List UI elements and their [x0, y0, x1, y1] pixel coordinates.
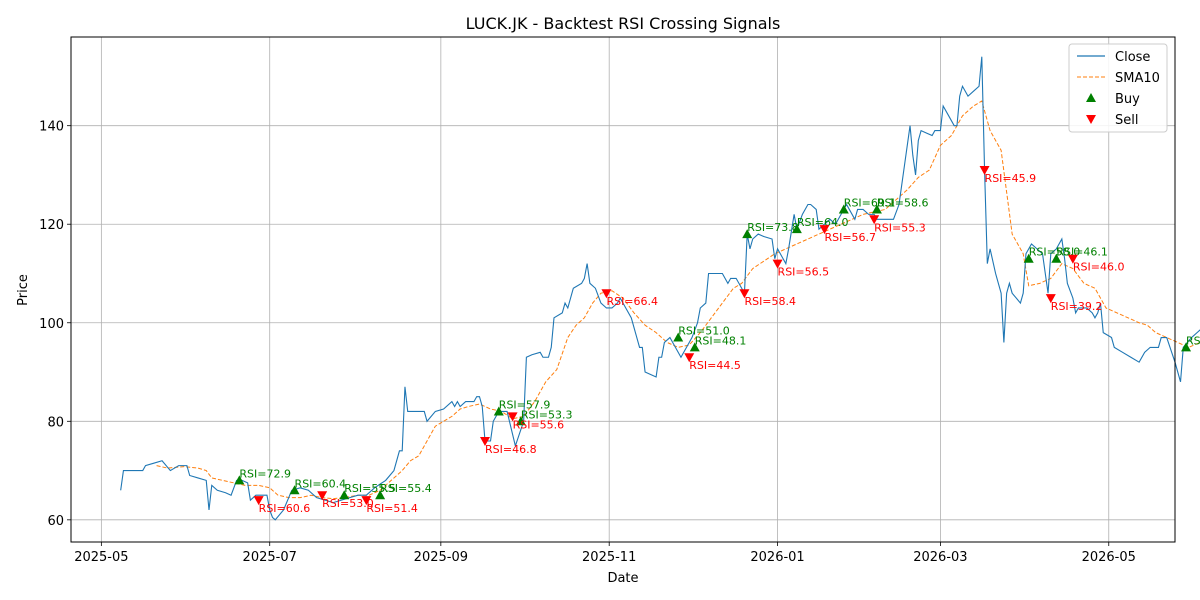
buy-marker: [375, 490, 386, 500]
legend-label: Close: [1115, 50, 1150, 65]
y-tick-label: 100: [39, 317, 64, 332]
grid: [71, 37, 1175, 542]
sell-annotation: RSI=53.0: [322, 497, 374, 510]
buy-marker: [1181, 342, 1192, 352]
sell-annotation: RSI=39.2: [1051, 300, 1103, 313]
legend-label: Buy: [1115, 92, 1140, 107]
sell-marker: [253, 496, 264, 506]
buy-annotation: RSI=58.0: [1029, 246, 1081, 259]
y-tick-label: 140: [39, 120, 64, 135]
buy-annotation: RSI=64.0: [797, 216, 849, 229]
buy-marker: [838, 204, 849, 214]
buy-annotation: RSI=60.4: [295, 477, 347, 490]
sell-marker: [507, 412, 518, 422]
sell-annotation: RSI=44.5: [689, 359, 741, 372]
x-tick-label: 2025-07: [243, 550, 297, 565]
y-tick-label: 80: [47, 415, 64, 430]
y-axis-label: Price: [16, 274, 31, 306]
x-tick-label: 2026-01: [750, 550, 804, 565]
sell-annotation: RSI=46.8: [485, 443, 537, 456]
sell-marker: [317, 491, 328, 501]
buy-marker: [493, 406, 504, 416]
buy-marker: [791, 224, 802, 234]
buy-annotation: RSI=58.6: [877, 196, 929, 209]
sell-marker: [819, 225, 830, 235]
buy-marker: [871, 204, 882, 214]
sell-annotation: RSI=55.3: [874, 221, 926, 234]
buy-annotation: RSI=51.0: [678, 325, 730, 338]
sell-annotation: RSI=46.0: [1073, 261, 1125, 274]
close-line: [120, 56, 1200, 521]
legend-buy-swatch: [1086, 93, 1096, 102]
buy-marker: [1023, 253, 1034, 263]
x-tick-label: 2026-05: [1082, 550, 1136, 565]
chart-title: LUCK.JK - Backtest RSI Crossing Signals: [466, 14, 781, 33]
buy-marker: [339, 490, 350, 500]
buy-annotation: RSI=48.1: [695, 334, 747, 347]
sell-annotation: RSI=51.4: [366, 502, 418, 515]
buy-marker: [689, 342, 700, 352]
buy-annotation: RSI=55.4: [380, 482, 432, 495]
x-tick-label: 2025-05: [74, 550, 128, 565]
sell-marker: [869, 215, 880, 225]
buy-annotation: RSI=73.8: [747, 221, 799, 234]
buy-annotation: RSI=53.3: [521, 408, 573, 421]
buy-annotation: RSI=69.1: [844, 196, 896, 209]
x-tick-label: 2025-09: [414, 550, 468, 565]
sell-annotation: RSI=56.7: [824, 231, 876, 244]
buy-marker: [515, 416, 526, 426]
legend-box: [1068, 43, 1168, 133]
buy-marker: [673, 332, 684, 342]
buy-annotation: RSI=46.1: [1056, 246, 1108, 259]
sell-marker: [684, 353, 695, 363]
buy-marker: [289, 485, 300, 495]
sell-annotation: RSI=56.5: [778, 266, 830, 279]
axis-ticks: 2025-05 2025-07 2025-09 2025-11 2026-01 2026-…: [39, 120, 1136, 565]
buy-annotation: RSI=72.9: [239, 467, 291, 480]
buy-annotation: RSI=42.2: [1186, 334, 1200, 347]
sell-marker: [772, 259, 783, 269]
sell-marker: [361, 496, 372, 506]
sell-marker: [480, 437, 490, 446]
sell-annotation: RSI=60.6: [259, 502, 311, 515]
x-axis-label: Date: [607, 571, 638, 586]
legend-label: SMA10: [1115, 71, 1160, 86]
sell-marker: [1045, 294, 1056, 304]
legend-label: Sell: [1115, 113, 1138, 128]
sell-annotation: RSI=58.4: [744, 295, 796, 308]
sell-marker: [979, 166, 990, 176]
plot-area: [120, 56, 1200, 521]
sma10-line: [156, 100, 1200, 500]
sell-annotation: RSI=66.4: [606, 295, 658, 308]
buy-annotation: RSI=55.5: [344, 482, 396, 495]
buy-marker: [234, 475, 245, 485]
sell-annotation: RSI=45.9: [985, 172, 1037, 185]
sell-marker: [739, 289, 750, 299]
buy-marker: [1051, 253, 1062, 263]
y-tick-label: 60: [47, 514, 64, 529]
sell-marker: [601, 289, 612, 299]
buy-annotation: RSI=57.9: [499, 398, 551, 411]
sell-annotation: RSI=55.6: [513, 418, 565, 431]
x-tick-label: 2026-03: [913, 550, 967, 565]
plot-frame: [70, 36, 1176, 543]
y-tick-label: 120: [39, 218, 64, 233]
legend-sell-swatch: [1086, 115, 1096, 124]
sell-marker: [1067, 254, 1078, 264]
x-tick-label: 2025-11: [582, 550, 636, 565]
buy-marker: [742, 229, 753, 239]
legend: Close SMA10 Buy Sell: [1068, 43, 1168, 133]
